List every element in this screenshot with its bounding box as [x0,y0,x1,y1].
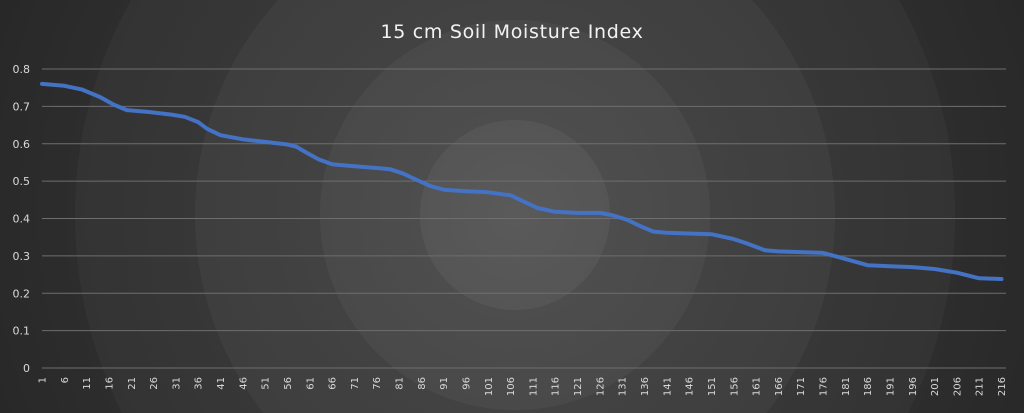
series-line [40,81,1004,281]
x-tick-label: 81 [395,377,406,390]
x-tick-label: 106 [506,377,517,396]
x-tick-label: 186 [863,377,874,396]
x-tick-label: 136 [640,377,651,396]
x-tick-label: 166 [774,377,785,396]
x-tick-label: 111 [528,377,539,396]
x-tick-label: 66 [328,377,339,390]
y-tick-label: 0.1 [13,325,31,338]
x-tick-label: 151 [707,377,718,396]
x-tick-label: 46 [238,377,249,390]
x-tick-label: 91 [439,377,450,390]
x-tick-label: 211 [975,377,986,396]
y-tick-label: 0.6 [13,138,31,151]
x-tick-label: 126 [595,377,606,396]
x-tick-label: 176 [819,377,830,396]
x-tick-label: 171 [796,377,807,396]
x-tick-label: 31 [171,377,182,390]
x-tick-label: 131 [618,377,629,396]
x-tick-label: 121 [573,377,584,396]
chart-title: 15 cm Soil Moisture Index [380,21,643,43]
x-tick-label: 116 [551,377,562,396]
x-tick-label: 76 [372,377,383,390]
y-tick-label: 0.8 [13,63,31,76]
x-tick-label: 191 [885,377,896,396]
y-axis: 0 0.1 0.2 0.3 0.4 0.5 0.6 0.7 0.8 [13,63,31,375]
y-tick-label: 0.4 [13,213,31,226]
x-tick-label: 101 [484,377,495,396]
x-tick-label: 61 [305,377,316,390]
x-tick-label: 41 [216,377,227,390]
y-tick-label: 0.7 [13,100,31,113]
x-tick-label: 146 [685,377,696,396]
x-tick-label: 1 [38,377,49,383]
y-tick-label: 0.5 [13,175,31,188]
series-layer [40,81,1004,281]
x-tick-label: 216 [997,377,1008,396]
x-tick-label: 86 [417,377,428,390]
x-axis: 1 6 11 16 21 26 31 36 41 46 51 56 61 66 71 76 81 86 91 96 10… [38,377,1009,396]
x-tick-label: 6 [60,377,71,383]
x-tick-label: 201 [930,377,941,396]
x-tick-label: 196 [908,377,919,396]
x-tick-label: 156 [729,377,740,396]
x-tick-label: 96 [461,377,472,390]
y-tick-label: 0.3 [13,250,31,263]
x-tick-label: 16 [104,377,115,390]
x-tick-label: 36 [194,377,205,390]
x-tick-label: 181 [841,377,852,396]
x-tick-label: 161 [752,377,763,396]
x-tick-label: 51 [261,377,272,390]
x-tick-label: 56 [283,377,294,390]
x-tick-label: 11 [82,377,93,390]
x-tick-label: 71 [350,377,361,390]
x-tick-label: 141 [662,377,673,396]
x-tick-label: 21 [127,377,138,390]
y-tick-label: 0 [23,362,30,375]
gridlines [42,68,1006,369]
y-tick-label: 0.2 [13,287,31,300]
x-tick-label: 26 [149,377,160,390]
x-tick-label: 206 [952,377,963,396]
